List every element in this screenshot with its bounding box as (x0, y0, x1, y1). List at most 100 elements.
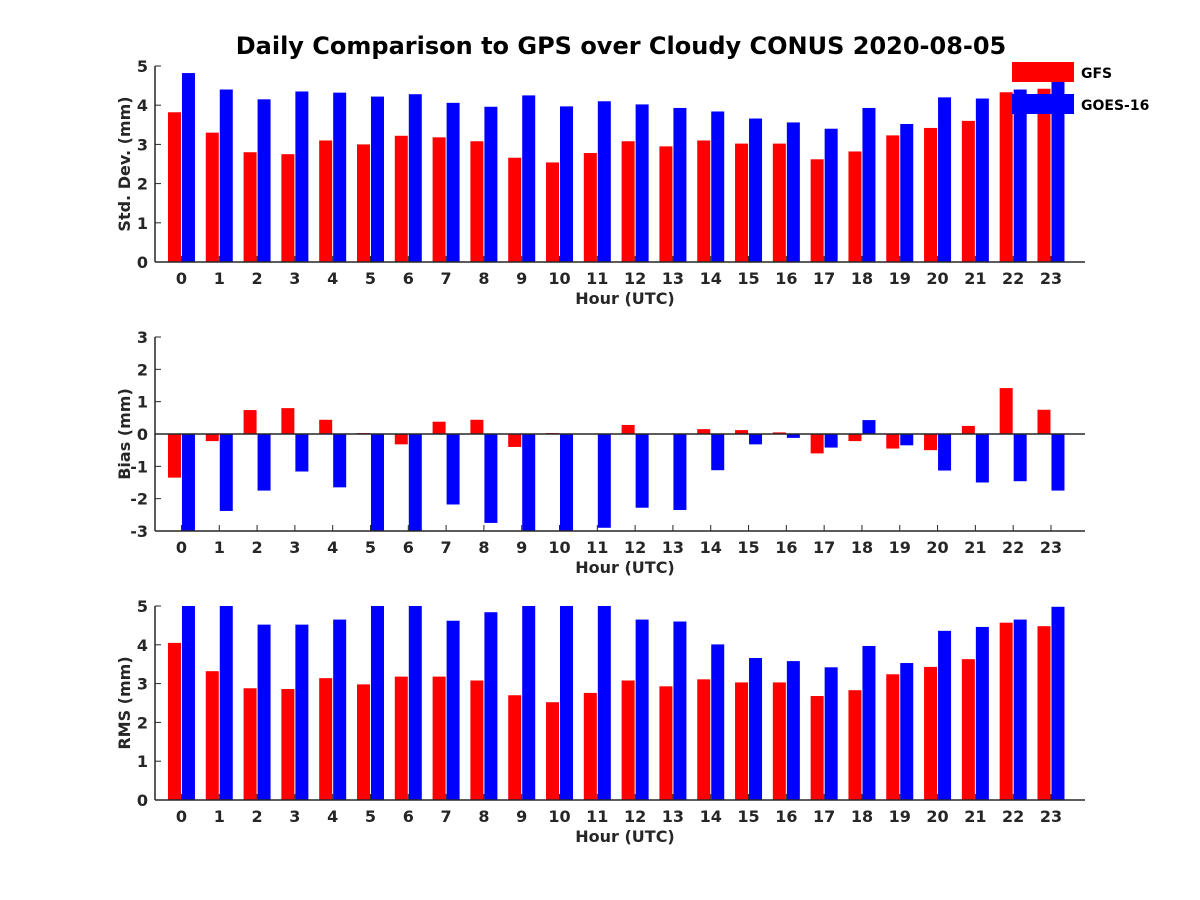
x-tick-label: 20 (926, 269, 948, 288)
bar-gfs-7 (432, 676, 446, 800)
bar-gfs-6 (394, 434, 408, 445)
x-tick-label: 14 (700, 807, 722, 826)
bar-goes-16-11 (597, 434, 611, 528)
bar-gfs-1 (205, 671, 219, 800)
bar-gfs-22 (999, 388, 1013, 434)
bar-gfs-8 (470, 141, 484, 262)
bar-gfs-14 (697, 679, 711, 800)
x-tick-label: 2 (252, 269, 263, 288)
x-tick-label: 10 (548, 269, 570, 288)
bar-gfs-23 (1037, 626, 1051, 800)
x-tick-label: 0 (176, 807, 187, 826)
bar-gfs-12 (621, 424, 635, 434)
bar-goes-16-19 (900, 434, 914, 446)
y-tick-label: 2 (137, 175, 148, 194)
bar-goes-16-21 (975, 434, 989, 483)
x-tick-label: 11 (586, 807, 608, 826)
bar-goes-16-0 (181, 434, 195, 531)
bar-goes-16-7 (446, 102, 460, 263)
bar-goes-16-23 (1051, 69, 1065, 262)
x-axis-label: Hour (UTC) (575, 289, 675, 308)
bar-goes-16-20 (938, 97, 952, 262)
bar-gfs-20 (924, 434, 938, 451)
x-tick-label: 2 (252, 538, 263, 557)
x-tick-label: 6 (403, 538, 414, 557)
bar-goes-16-6 (408, 606, 422, 800)
bar-goes-16-22 (1013, 434, 1027, 482)
bar-gfs-13 (659, 146, 673, 262)
bar-gfs-13 (659, 686, 673, 800)
x-tick-label: 4 (327, 807, 338, 826)
x-tick-label: 13 (662, 538, 684, 557)
bar-gfs-19 (886, 135, 900, 262)
bar-goes-16-13 (673, 621, 687, 800)
bar-gfs-15 (735, 682, 749, 800)
y-tick-label: 1 (137, 393, 148, 412)
y-tick-label: -1 (130, 457, 148, 476)
x-tick-label: 10 (548, 807, 570, 826)
x-tick-label: 14 (700, 538, 722, 557)
bar-gfs-20 (924, 127, 938, 262)
bar-goes-16-19 (900, 663, 914, 800)
legend: GFS GOES-16 (1012, 62, 1149, 114)
bar-goes-16-10 (560, 434, 574, 531)
x-tick-label: 7 (441, 269, 452, 288)
x-tick-label: 12 (624, 807, 646, 826)
legend-swatch-goes-16 (1012, 94, 1074, 114)
bar-gfs-15 (735, 430, 749, 434)
y-tick-label: 0 (137, 791, 148, 810)
y-axis-label: RMS (mm) (115, 656, 134, 749)
x-axis-label: Hour (UTC) (575, 827, 675, 846)
bar-gfs-17 (810, 434, 824, 454)
bar-goes-16-12 (635, 619, 649, 800)
bar-goes-16-17 (824, 434, 838, 448)
bar-goes-16-8 (484, 106, 498, 262)
bar-gfs-0 (167, 434, 181, 478)
legend-swatch-gfs (1012, 62, 1074, 82)
bar-goes-16-5 (370, 606, 384, 800)
bar-goes-16-18 (862, 420, 876, 434)
bar-gfs-12 (621, 680, 635, 800)
x-tick-label: 20 (926, 538, 948, 557)
y-tick-label: 5 (137, 57, 148, 76)
bar-goes-16-2 (257, 434, 271, 491)
bar-gfs-9 (508, 695, 522, 800)
x-tick-label: 12 (624, 269, 646, 288)
legend-label: GFS (1081, 66, 1112, 82)
bar-gfs-22 (999, 622, 1013, 800)
y-tick-label: 1 (137, 752, 148, 771)
x-tick-label: 2 (252, 807, 263, 826)
x-tick-label: 17 (813, 538, 835, 557)
y-tick-label: 3 (137, 328, 148, 347)
bar-goes-16-10 (560, 606, 574, 800)
bar-gfs-19 (886, 674, 900, 800)
bar-goes-16-1 (219, 89, 233, 263)
bar-goes-16-16 (786, 661, 800, 800)
x-tick-label: 6 (403, 269, 414, 288)
bar-gfs-21 (961, 425, 975, 434)
x-tick-label: 4 (327, 538, 338, 557)
y-axis-label: Bias (mm) (115, 388, 134, 480)
bar-goes-16-21 (975, 626, 989, 800)
bar-gfs-9 (508, 157, 522, 262)
bar-goes-16-7 (446, 434, 460, 505)
bar-gfs-18 (848, 151, 862, 262)
bar-goes-16-4 (333, 434, 347, 488)
bar-goes-16-17 (824, 128, 838, 262)
bar-gfs-17 (810, 696, 824, 800)
x-tick-label: 3 (289, 538, 300, 557)
bar-goes-16-13 (673, 107, 687, 262)
bar-goes-16-21 (975, 98, 989, 262)
x-tick-label: 5 (365, 807, 376, 826)
bar-gfs-3 (281, 154, 295, 262)
bar-goes-16-20 (938, 434, 952, 471)
y-tick-label: 0 (137, 253, 148, 272)
bar-goes-16-10 (560, 106, 574, 262)
bar-goes-16-7 (446, 620, 460, 800)
x-tick-label: 18 (851, 807, 873, 826)
x-tick-label: 16 (775, 807, 797, 826)
x-tick-label: 21 (964, 807, 986, 826)
x-tick-label: 22 (1002, 807, 1024, 826)
